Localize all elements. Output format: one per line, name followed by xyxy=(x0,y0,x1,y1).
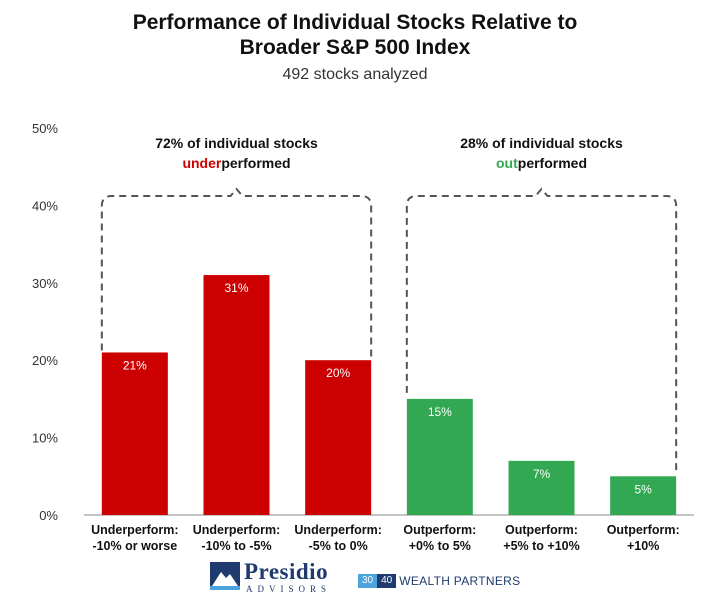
bar-value-label: 31% xyxy=(224,281,248,295)
bar xyxy=(101,352,168,515)
bar xyxy=(305,360,372,515)
y-tick-label: 50% xyxy=(32,121,58,136)
presidio-subtitle: ADVISORS xyxy=(246,584,332,594)
y-tick-label: 0% xyxy=(39,508,58,523)
x-category-label: Outperform: xyxy=(403,523,476,537)
presidio-name: Presidio xyxy=(244,559,329,584)
x-category-label: Outperform: xyxy=(505,523,578,537)
wp-text: WEALTH PARTNERS xyxy=(399,573,521,588)
x-category-label: Underperform: xyxy=(294,523,382,537)
bar xyxy=(203,275,270,515)
bar-chart: 0% 10% 20% 30% 40% 50% 21% Underperform: -10% or… xyxy=(32,121,694,553)
y-tick-label: 30% xyxy=(32,276,58,291)
bar xyxy=(406,398,473,515)
x-category-label: Underperform: xyxy=(193,523,281,537)
wealth-partners-logo: 30 40 WEALTH PARTNERS xyxy=(358,572,520,588)
x-category-label: +0% to 5% xyxy=(409,539,471,553)
annotation-line1: 72% of individual stocks xyxy=(155,135,318,151)
chart-subtitle: 492 stocks analyzed xyxy=(282,66,428,83)
annotation-line1: 28% of individual stocks xyxy=(460,135,623,151)
annotation-line2: underperformed xyxy=(182,155,290,171)
y-tick-label: 20% xyxy=(32,353,58,368)
annotation-rest: performed xyxy=(221,155,290,171)
underperform-bracket xyxy=(100,187,373,359)
wp-number-a: 30 xyxy=(358,573,378,588)
x-category-label: +10% xyxy=(627,539,659,553)
x-category-label: -10% or worse xyxy=(92,539,177,553)
bar-value-label: 21% xyxy=(123,358,147,372)
bar-value-label: 5% xyxy=(634,482,652,496)
presidio-mountain-icon xyxy=(210,562,240,590)
x-category-label: -5% to 0% xyxy=(309,539,368,553)
annotation-highlight: under xyxy=(182,155,221,171)
x-category-label: -10% to -5% xyxy=(201,539,271,553)
annotation-rest: performed xyxy=(518,155,587,171)
chart-title-line2: Broader S&P 500 Index xyxy=(239,36,471,59)
x-category-label: +5% to +10% xyxy=(503,539,579,553)
chart-title-line1: Performance of Individual Stocks Relativ… xyxy=(132,11,578,34)
annotation-line2: outperformed xyxy=(496,155,587,171)
wp-number-b: 40 xyxy=(377,573,397,588)
bar-value-label: 15% xyxy=(428,405,452,419)
x-category-label: Underperform: xyxy=(91,523,179,537)
bar-value-label: 20% xyxy=(326,366,350,380)
bar xyxy=(610,476,677,515)
annotation-highlight: out xyxy=(496,155,518,171)
x-category-label: Outperform: xyxy=(607,523,680,537)
footer-logos: Presidio ADVISORS 30 40 WEALTH PARTNERS xyxy=(0,559,710,596)
y-tick-label: 40% xyxy=(32,198,58,213)
bar xyxy=(508,460,575,515)
bar-value-label: 7% xyxy=(533,467,551,481)
y-tick-label: 10% xyxy=(32,431,58,446)
outperform-bracket xyxy=(405,187,678,475)
